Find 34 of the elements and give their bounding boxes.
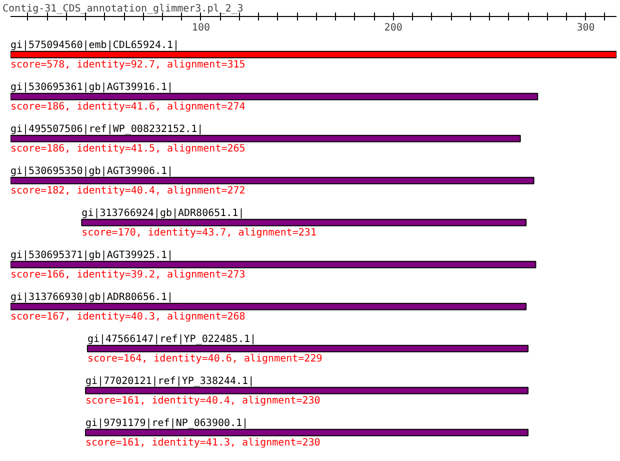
data-label: score=182, identity=40.4, alignment=272 — [10, 186, 246, 197]
y-tick-label: gi|47566147|ref|YP_022485.1| — [87, 334, 256, 345]
x-tick-label: 300 — [576, 22, 595, 34]
y-tick-label: gi|77020121|ref|YP_338244.1| — [86, 376, 254, 387]
bar — [86, 344, 529, 352]
x-tick-label: 200 — [384, 22, 402, 34]
chart-title: Contig-31_CDS_annotation_glimmer3.pl_2_3 — [2, 4, 244, 14]
bar — [10, 134, 521, 142]
y-tick-label: gi|313766924|gb|ADR80651.1| — [82, 208, 244, 219]
y-tick-label: gi|530695371|gb|AGT39925.1| — [10, 250, 174, 261]
x-tick-label: 100 — [192, 22, 210, 34]
bar — [10, 260, 536, 268]
data-label: score=186, identity=41.6, alignment=274 — [10, 102, 246, 113]
data-label: score=161, identity=41.3, alignment=230 — [86, 438, 320, 449]
y-tick-label: gi|530695361|gb|AGT39916.1| — [10, 82, 174, 93]
data-label: score=164, identity=40.6, alignment=229 — [87, 354, 322, 365]
bar — [85, 386, 529, 394]
data-label: score=161, identity=40.4, alignment=230 — [86, 396, 320, 407]
data-label: score=167, identity=40.3, alignment=268 — [10, 312, 246, 323]
y-tick-label: gi|530695350|gb|AGT39906.1| — [10, 166, 174, 177]
bar — [10, 176, 534, 184]
data-label: score=166, identity=39.2, alignment=273 — [10, 270, 246, 281]
y-tick-label: gi|495507506|ref|WP_008232152.1| — [10, 124, 204, 135]
bar — [85, 428, 529, 436]
data-label: score=186, identity=41.5, alignment=265 — [10, 144, 246, 155]
data-label: score=578, identity=92.7, alignment=315 — [10, 60, 246, 71]
bar — [10, 50, 616, 58]
bar — [81, 218, 527, 226]
bar — [10, 92, 538, 100]
bar — [10, 302, 527, 310]
data-label: score=170, identity=43.7, alignment=231 — [82, 228, 316, 239]
y-tick-label: gi|313766930|gb|ADR80656.1| — [10, 292, 174, 303]
y-tick-label: gi|9791179|ref|NP_063900.1| — [86, 418, 248, 429]
y-tick-label: gi|575094560|emb|CDL65924.1| — [10, 40, 180, 51]
